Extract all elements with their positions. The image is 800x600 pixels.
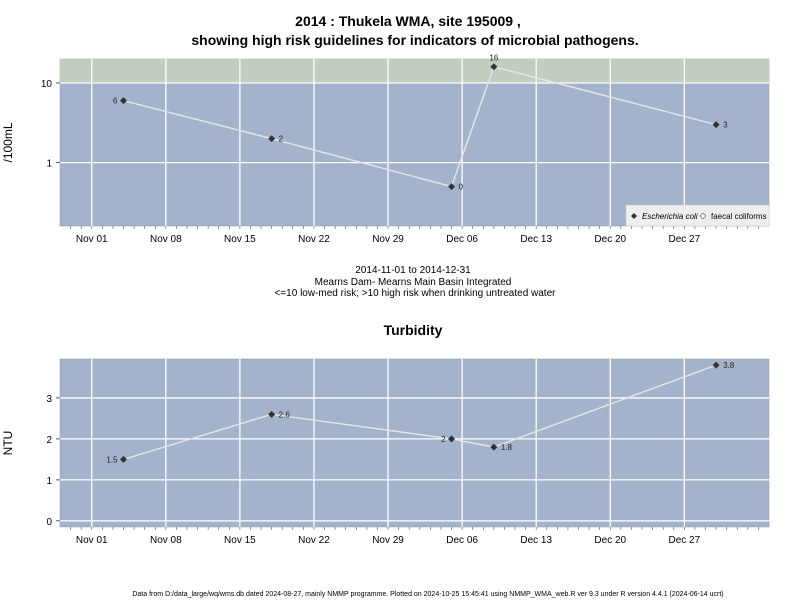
- caption-site: Mearns Dam- Mearns Main Basin Integrated: [315, 277, 512, 288]
- x-tick-label: Nov 08: [150, 234, 182, 245]
- x-tick-label: Nov 22: [298, 535, 330, 546]
- data-label: 1.8: [501, 443, 513, 452]
- data-label: 1.5: [106, 455, 118, 464]
- y-axis-label: /100mL: [1, 122, 15, 162]
- legend: Escherichia coli faecal coliforms: [625, 204, 770, 227]
- data-point: [712, 361, 720, 369]
- x-tick-label: Dec 20: [594, 234, 626, 245]
- chart-title: 2014 : Thukela WMA, site 195009 ,: [295, 13, 521, 29]
- data-label: 16: [489, 54, 498, 63]
- legend-box: [625, 204, 770, 227]
- y-tick-label: 3: [46, 394, 52, 405]
- data-label: 3.8: [723, 361, 735, 370]
- x-tick-label: Dec 27: [668, 535, 700, 546]
- x-tick-label: Dec 20: [594, 535, 626, 546]
- y-tick-label: 0: [46, 517, 52, 528]
- ecoli-panel: Nov 01 Nov 08 Nov 15 Nov 22 Nov 29 Dec 06 Dec …: [1, 54, 770, 245]
- data-point: [268, 410, 276, 418]
- legend-marker-ecoli: [631, 213, 637, 219]
- data-label: 0: [459, 183, 464, 192]
- x-tick-label: Nov 01: [76, 535, 108, 546]
- x-tick-label: Dec 27: [668, 234, 700, 245]
- data-label: 3: [723, 121, 728, 130]
- caption-risk-note: <=10 low-med risk; >10 high risk when dr…: [275, 288, 557, 299]
- x-tick-label: Nov 15: [224, 234, 256, 245]
- data-point: [490, 443, 498, 451]
- y-tick-label: 2: [46, 435, 52, 446]
- x-tick-label: Nov 15: [224, 535, 256, 546]
- high-risk-band: [60, 59, 769, 83]
- data-label: 6: [113, 97, 118, 106]
- turbidity-panel: Nov 01 Nov 08 Nov 15 Nov 22 Nov 29 Dec 06 Dec …: [1, 358, 770, 546]
- y-axis-label: NTU: [1, 431, 15, 456]
- x-tick-label: Dec 13: [520, 234, 552, 245]
- x-tick-label: Dec 06: [446, 535, 478, 546]
- x-tick-label: Nov 22: [298, 234, 330, 245]
- data-point: [119, 455, 127, 463]
- data-label: 2: [279, 135, 284, 144]
- legend-marker-faecal: [699, 212, 707, 220]
- data-label: 2.6: [279, 410, 291, 419]
- data-label: 2: [441, 435, 446, 444]
- y-tick-label: 10: [41, 79, 53, 90]
- legend-label-faecal: faecal coliforms: [711, 212, 767, 221]
- turbidity-title: Turbidity: [384, 322, 443, 338]
- legend-label-ecoli: Escherichia coli: [642, 212, 698, 221]
- x-tick-label: Nov 29: [372, 535, 404, 546]
- data-point: [119, 97, 127, 105]
- y-tick-label: 1: [46, 476, 52, 487]
- chart-subtitle: showing high risk guidelines for indicat…: [191, 32, 638, 48]
- x-tick-label: Dec 13: [520, 535, 552, 546]
- data-point: [268, 135, 276, 143]
- data-point: [490, 63, 498, 71]
- caption-date-range: 2014-11-01 to 2014-12-31: [355, 265, 471, 276]
- plot-area: [59, 58, 770, 227]
- data-point: [448, 183, 456, 191]
- footer-note: Data from D:/data_large/wq/wms.db dated …: [132, 591, 723, 598]
- data-point: [712, 121, 720, 129]
- y-tick-label: 1: [46, 159, 52, 170]
- data-point: [448, 435, 456, 443]
- x-tick-label: Nov 01: [76, 234, 108, 245]
- x-tick-label: Dec 06: [446, 234, 478, 245]
- x-tick-label: Nov 29: [372, 234, 404, 245]
- x-tick-label: Nov 08: [150, 535, 182, 546]
